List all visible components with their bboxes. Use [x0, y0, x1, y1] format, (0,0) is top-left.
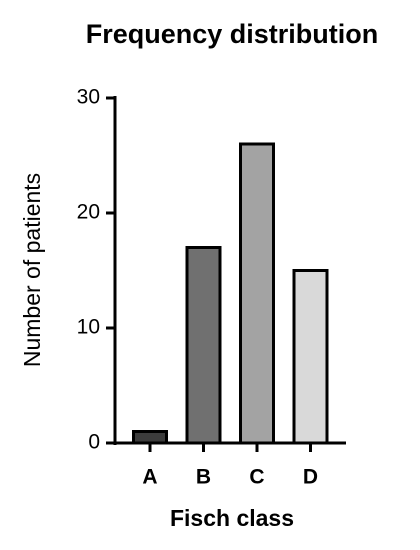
- bar: [185, 246, 222, 445]
- y-tick-label: 0: [88, 431, 100, 454]
- x-tick-label: A: [142, 466, 157, 489]
- y-tick-label: 10: [77, 316, 100, 339]
- y-tick-label: 30: [77, 86, 100, 109]
- x-tick-label: C: [249, 466, 264, 489]
- chart-title: Frequency distribution: [86, 19, 379, 49]
- x-tick-label: B: [196, 466, 211, 489]
- x-axis-label: Fisch class: [170, 505, 294, 531]
- x-tick-label: D: [303, 466, 318, 489]
- bar: [239, 142, 275, 445]
- y-axis-label: Number of patients: [19, 173, 45, 367]
- bar: [132, 430, 168, 445]
- y-tick-label: 20: [77, 201, 100, 224]
- bar: [292, 269, 329, 445]
